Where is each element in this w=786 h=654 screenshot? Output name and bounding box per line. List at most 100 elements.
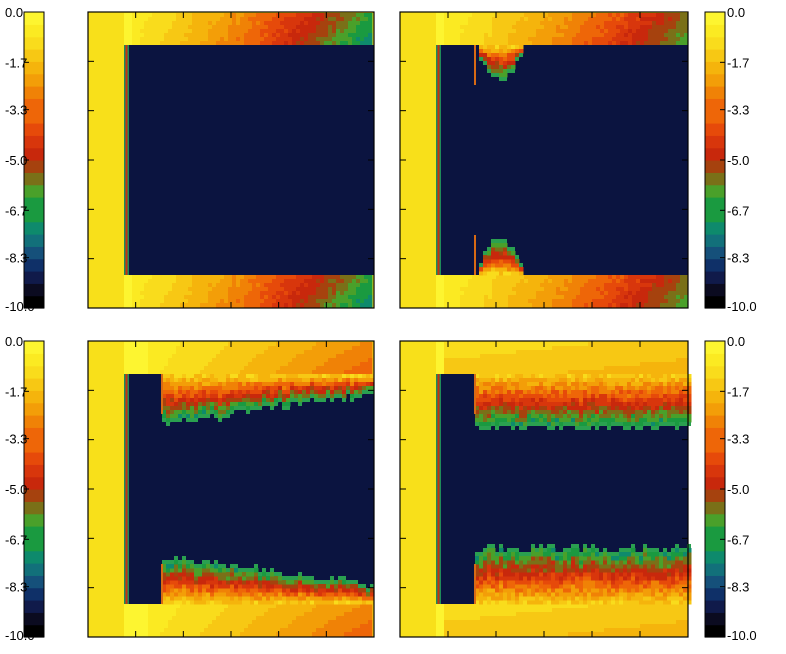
front-cell — [222, 390, 227, 395]
front-edge — [487, 69, 491, 73]
heat-cell — [188, 25, 193, 30]
heat-cell — [596, 25, 601, 30]
heat-cell — [192, 17, 197, 22]
heat-cell — [224, 366, 229, 371]
front-cell — [194, 568, 199, 573]
heat-cell — [516, 295, 521, 300]
heat-cell — [336, 295, 341, 300]
front-cell — [491, 247, 496, 252]
heat-cell — [280, 346, 285, 351]
colorbar-segment — [705, 147, 725, 161]
heat-cell — [516, 291, 521, 296]
heat-cell — [140, 279, 145, 284]
heat-cell — [440, 279, 445, 284]
heat-cell — [208, 283, 213, 288]
heat-cell — [452, 41, 457, 46]
colorbar-segment — [24, 353, 44, 367]
heat-cell — [188, 370, 193, 375]
front-cell — [290, 588, 295, 593]
heat-cell — [272, 41, 277, 46]
heat-cell — [452, 37, 457, 42]
front-edge — [210, 410, 214, 414]
heat-cell — [272, 33, 277, 38]
heat-cell — [332, 29, 337, 34]
heat-cell — [356, 362, 361, 367]
heat-cell — [164, 370, 169, 375]
dark-interior — [441, 45, 688, 275]
heat-cell — [124, 632, 129, 637]
heat-cell — [344, 299, 349, 304]
heat-cell — [604, 295, 609, 300]
heat-cell — [600, 279, 605, 284]
heat-cell — [620, 299, 625, 304]
heat-cell — [264, 275, 269, 280]
heat-cell — [264, 608, 269, 613]
front-edge — [198, 414, 202, 418]
front-edge — [166, 422, 170, 426]
heat-cell — [188, 354, 193, 359]
heat-cell — [252, 628, 257, 633]
heat-cell — [264, 29, 269, 34]
heat-cell — [616, 41, 621, 46]
front-cell — [230, 390, 235, 395]
heat-cell — [180, 303, 185, 308]
heat-cell — [512, 291, 517, 296]
front-edge — [507, 247, 511, 251]
front-edge — [366, 588, 370, 592]
heat-cell — [340, 620, 345, 625]
heat-cell — [640, 17, 645, 22]
front-cell — [318, 592, 323, 597]
heat-cell — [488, 41, 493, 46]
front-cell — [342, 374, 347, 379]
heat-cell — [232, 350, 237, 355]
heat-cell — [224, 283, 229, 288]
front-cell — [202, 572, 207, 577]
heat-cell — [184, 346, 189, 351]
heat-cell — [136, 342, 141, 347]
front-cell — [246, 382, 251, 387]
heat-cell — [156, 303, 161, 308]
front-cell — [226, 390, 231, 395]
heat-cell — [172, 283, 177, 288]
heat-cell — [252, 287, 257, 292]
heat-cell — [272, 624, 277, 629]
colorbar-tick-label: -3.3 — [727, 103, 749, 118]
heat-cell — [488, 303, 493, 308]
heat-cell — [316, 295, 321, 300]
heat-cell — [532, 303, 537, 308]
heat-cell — [652, 41, 657, 46]
heat-cell — [156, 616, 161, 621]
heat-cell — [292, 620, 297, 625]
heat-cell — [672, 21, 677, 26]
front-cell — [503, 69, 508, 74]
heat-cell — [168, 346, 173, 351]
heat-cell — [644, 17, 649, 22]
heat-cell — [448, 283, 453, 288]
heat-cell — [192, 303, 197, 308]
front-cell — [214, 564, 219, 569]
front-cell — [242, 600, 247, 605]
heat-cell — [684, 299, 689, 304]
front-cell — [366, 378, 371, 383]
front-cell — [495, 243, 500, 248]
front-cell — [326, 596, 331, 601]
heat-cell — [240, 346, 245, 351]
colorbar-segment — [24, 221, 44, 235]
colorbar-segment — [24, 550, 44, 564]
heat-cell — [204, 33, 209, 38]
heat-cell — [136, 628, 141, 633]
heat-cell — [304, 350, 309, 355]
front-cell — [499, 57, 504, 62]
front-cell — [206, 374, 211, 379]
heat-cell — [144, 295, 149, 300]
heat-cell — [600, 13, 605, 18]
heat-cell — [308, 33, 313, 38]
heat-cell — [176, 33, 181, 38]
front-edge — [174, 556, 178, 560]
heat-cell — [152, 628, 157, 633]
heat-cell — [212, 291, 217, 296]
heat-cell — [164, 346, 169, 351]
heat-cell — [476, 37, 481, 42]
front-cell — [358, 382, 363, 387]
front-edge — [338, 394, 342, 398]
